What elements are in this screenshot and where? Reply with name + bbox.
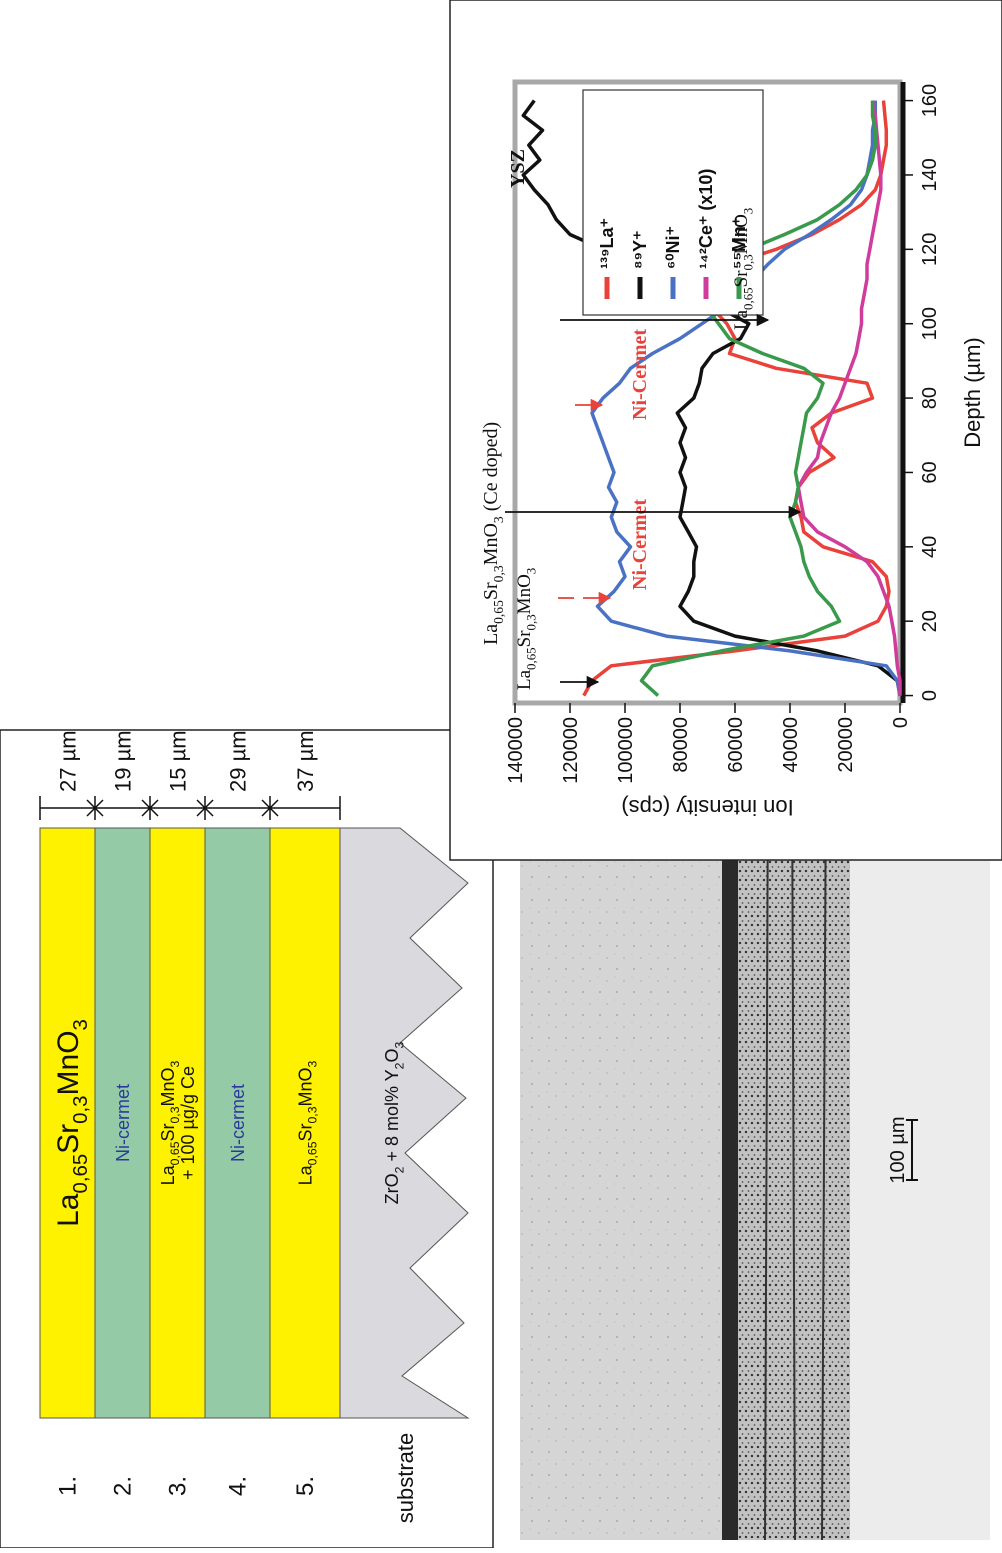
x-tick-label: 100: [919, 307, 941, 340]
legend-label: ⁶⁰Ni⁺: [663, 226, 683, 269]
text-run: 0,65: [741, 287, 756, 310]
text-run: 0,65: [491, 600, 506, 624]
x-axis-title: Depth (µm): [960, 337, 985, 447]
text-run: + 8 mol% Y: [382, 1069, 402, 1166]
text-run: La: [295, 1164, 315, 1185]
text-run: ZrO: [382, 1173, 402, 1204]
layer-label: Ni-cermet: [228, 1084, 248, 1162]
y-tick-label: 100000: [615, 717, 637, 784]
text-run: O: [382, 1048, 402, 1062]
x-tick-label: 80: [919, 387, 941, 409]
text-run: La: [158, 1164, 178, 1185]
x-tick-label: 60: [919, 461, 941, 483]
text-run: 0,3: [306, 1106, 320, 1123]
x-tick-label: 40: [919, 536, 941, 558]
layer-label: + 100 µg/g Ce: [178, 1066, 198, 1180]
text-run: (Ce doped): [480, 422, 502, 516]
layer-thickness: 37 µm: [293, 730, 318, 792]
text-run: 0,65: [306, 1141, 320, 1165]
substrate: [340, 828, 468, 1418]
text-run: Sr: [480, 582, 502, 600]
text-run: + 100 µg/g Ce: [178, 1066, 198, 1180]
y-tick-label: 80000: [670, 717, 692, 773]
text-run: 3: [524, 568, 539, 574]
text-run: MnO: [295, 1067, 315, 1106]
y-axis-title: Ion intensity (cps): [621, 795, 793, 820]
layer-thickness: 29 µm: [226, 730, 251, 792]
page: {"chart_data": {"type": "line", "xlabel"…: [0, 0, 1002, 1548]
text-run: 0,3: [524, 614, 539, 630]
text-run: YSZ: [507, 149, 529, 188]
layer-label: Ni-cermet: [113, 1084, 133, 1162]
y-tick-label: 0: [890, 717, 912, 728]
text-run: MnO: [731, 214, 752, 254]
layer-number: 5.: [292, 1476, 319, 1496]
text-run: Sr: [52, 1124, 85, 1154]
text-run: MnO: [52, 1030, 85, 1095]
text-run: 0,3: [70, 1095, 92, 1123]
y-tick-label: 40000: [780, 717, 802, 773]
annotation: YSZ: [507, 149, 529, 188]
figure-content: 100 µm 1.La0,65Sr0,3MnO327 µm2.Ni-cermet…: [0, 0, 1002, 1548]
text-run: MnO: [158, 1067, 178, 1106]
layer-number: 3.: [165, 1476, 192, 1496]
x-tick-label: 20: [919, 610, 941, 632]
text-run: 0,3: [491, 565, 506, 582]
x-tick-label: 120: [919, 233, 941, 266]
layer-thickness: 27 µm: [56, 730, 81, 792]
text-run: La: [52, 1193, 85, 1227]
text-run: MnO: [480, 523, 502, 565]
text-run: La: [480, 624, 502, 645]
y-tick-label: 120000: [560, 717, 582, 784]
text-run: 3: [741, 208, 756, 214]
text-run: Ni-Cermet: [629, 329, 651, 420]
x-tick-label: 160: [919, 84, 941, 117]
annotation: Ni-Cermet: [629, 329, 651, 420]
micrograph-shade: [520, 770, 725, 1540]
layer-number: 1.: [55, 1476, 82, 1496]
text-run: 3: [306, 1060, 320, 1067]
y-tick-label: 60000: [725, 717, 747, 773]
text-run: 0,65: [70, 1154, 92, 1194]
text-run: MnO: [514, 574, 535, 614]
substrate-label: substrate: [393, 1433, 418, 1524]
scale-bar-label: 100 µm: [887, 1116, 909, 1183]
layer-number: 4.: [225, 1476, 252, 1496]
text-run: Ni-cermet: [228, 1084, 248, 1162]
legend-label: ⁸⁹Y⁺: [630, 230, 650, 269]
x-tick-label: 140: [919, 158, 941, 191]
text-run: Sr: [514, 630, 535, 648]
micrograph-interface: [722, 770, 738, 1540]
legend-label: ¹⁴²Ce⁺ (x10): [696, 169, 716, 269]
text-run: 3: [70, 1019, 92, 1030]
text-run: 0,3: [741, 254, 756, 270]
legend-label: ¹³⁹La⁺: [597, 218, 617, 269]
text-run: 0,65: [524, 647, 539, 670]
y-tick-label: 140000: [505, 717, 527, 784]
micrograph-background: [850, 770, 990, 1540]
layer-thickness: 15 µm: [166, 730, 191, 792]
text-run: Sr: [158, 1123, 178, 1141]
figure: 100 µm 1.La0,65Sr0,3MnO327 µm2.Ni-cermet…: [0, 0, 1002, 1548]
layer-number: 2.: [110, 1476, 137, 1496]
text-run: Ni-cermet: [113, 1084, 133, 1162]
layer-thickness: 19 µm: [111, 730, 136, 792]
text-run: Sr: [731, 270, 752, 288]
text-run: Sr: [295, 1123, 315, 1141]
text-run: 3: [392, 1041, 406, 1048]
text-run: La: [514, 669, 535, 690]
y-tick-label: 20000: [835, 717, 857, 773]
micrograph: 100 µm: [520, 770, 990, 1540]
x-tick-label: 0: [919, 690, 941, 701]
